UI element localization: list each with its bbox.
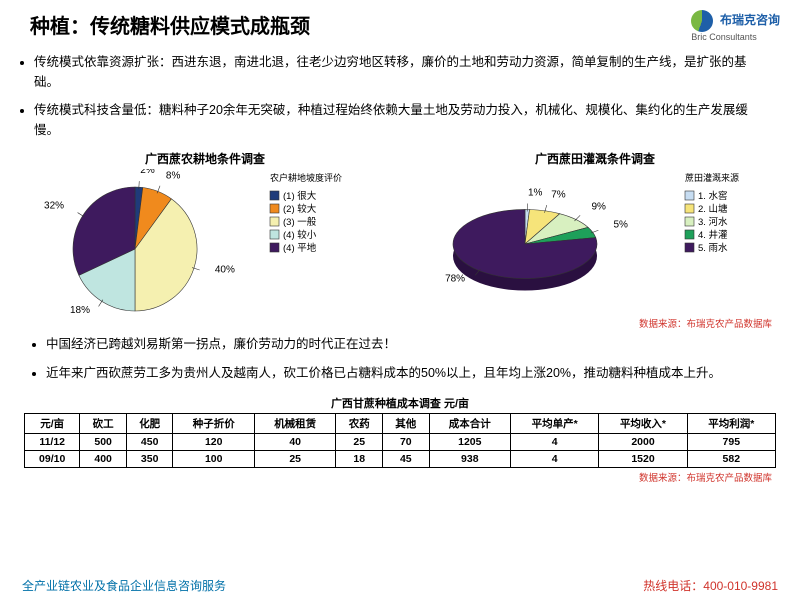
table-header: 平均利润* <box>687 414 775 434</box>
svg-text:78%: 78% <box>445 273 465 284</box>
svg-text:(2) 较大: (2) 较大 <box>283 203 317 215</box>
cost-table: 元/亩砍工化肥种子折价机械租赁农药其他成本合计平均单产*平均收入*平均利润*11… <box>24 413 776 468</box>
svg-text:2%: 2% <box>140 169 155 176</box>
table-row: 09/1040035010025184593841520582 <box>25 451 776 468</box>
svg-text:8%: 8% <box>166 170 181 181</box>
bullet-item: 中国经济已跨越刘易斯第一拐点，廉价劳动力的时代正在过去！ <box>46 334 754 355</box>
svg-text:5%: 5% <box>613 220 628 231</box>
bullet-item: 传统模式依靠资源扩张：西进东退，南进北退，往老少边穷地区转移，廉价的土地和劳动力… <box>34 52 766 92</box>
svg-text:32%: 32% <box>44 200 64 211</box>
chart1-title: 广西蔗农耕地条件调查 <box>15 150 395 167</box>
brand-logo: 布瑞克咨询 Bric Consultants <box>691 10 780 44</box>
chart2-title: 广西蔗田灌溉条件调查 <box>405 150 785 167</box>
footer-left: 全产业链农业及食品企业信息咨询服务 <box>22 577 226 594</box>
svg-text:(4) 较小: (4) 较小 <box>283 229 317 241</box>
table-header: 机械租赁 <box>254 414 335 434</box>
svg-text:1. 水窖: 1. 水窖 <box>698 190 728 202</box>
logo-icon <box>691 10 713 32</box>
svg-text:5. 雨水: 5. 雨水 <box>698 242 728 254</box>
footer-right: 热线电话：400-010-9981 <box>643 577 778 594</box>
svg-text:40%: 40% <box>215 264 235 275</box>
top-bullets: 传统模式依靠资源扩张：西进东退，南进北退，往老少边穷地区转移，廉价的土地和劳动力… <box>0 50 800 150</box>
svg-text:3. 河水: 3. 河水 <box>698 216 728 228</box>
table-header: 化肥 <box>126 414 173 434</box>
bullet-item: 传统模式科技含量低：糖料种子20余年无突破，种植过程始终依赖大量土地及劳动力投入… <box>34 100 766 140</box>
svg-text:2. 山塘: 2. 山塘 <box>698 203 728 215</box>
table-header: 平均收入* <box>599 414 687 434</box>
table-header: 成本合计 <box>429 414 510 434</box>
svg-text:9%: 9% <box>591 202 606 213</box>
table-header: 农药 <box>336 414 383 434</box>
page-title: 种植：传统糖料供应模式成瓶颈 <box>30 10 310 39</box>
chart-2-pie: 广西蔗田灌溉条件调查 1% 7% 9% 5% 78% 蔗田灌溉来源 1. 水窖2. 山塘3.… <box>405 150 785 320</box>
chart-1-pie: 广西蔗农耕地条件调查 2% 8% 40% 18% 32% 农户耕地坡度评价 (1) 很大(2… <box>15 150 395 320</box>
logo-cn: 布瑞克咨询 <box>720 13 780 27</box>
table-title: 广西甘蔗种植成本调查 元/亩 <box>24 395 776 411</box>
cost-table-wrap: 广西甘蔗种植成本调查 元/亩 元/亩砍工化肥种子折价机械租赁农药其他成本合计平均… <box>0 395 800 468</box>
table-header: 砍工 <box>80 414 127 434</box>
data-source-2: 数据来源：布瑞克农产品数据库 <box>0 470 800 484</box>
svg-text:4. 井灌: 4. 井灌 <box>698 229 728 241</box>
svg-text:(1) 很大: (1) 很大 <box>283 190 317 202</box>
table-header: 其他 <box>383 414 430 434</box>
svg-text:(3) 一般: (3) 一般 <box>283 216 317 228</box>
svg-text:蔗田灌溉来源: 蔗田灌溉来源 <box>685 172 739 183</box>
logo-en: Bric Consultants <box>691 32 757 42</box>
svg-text:18%: 18% <box>70 305 90 316</box>
mid-bullets: 中国经济已跨越刘易斯第一拐点，廉价劳动力的时代正在过去！ 近年来广西砍蔗劳工多为… <box>0 330 800 395</box>
table-header: 平均单产* <box>511 414 599 434</box>
table-header: 种子折价 <box>173 414 254 434</box>
bullet-item: 近年来广西砍蔗劳工多为贵州人及越南人，砍工价格已占糖料成本的50%以上，且年均上… <box>46 363 754 384</box>
svg-text:1%: 1% <box>528 187 543 198</box>
table-header: 元/亩 <box>25 414 80 434</box>
svg-text:(4) 平地: (4) 平地 <box>283 242 317 254</box>
svg-text:农户耕地坡度评价: 农户耕地坡度评价 <box>270 172 342 183</box>
table-row: 11/12500450120402570120542000795 <box>25 434 776 451</box>
svg-text:7%: 7% <box>551 189 566 200</box>
